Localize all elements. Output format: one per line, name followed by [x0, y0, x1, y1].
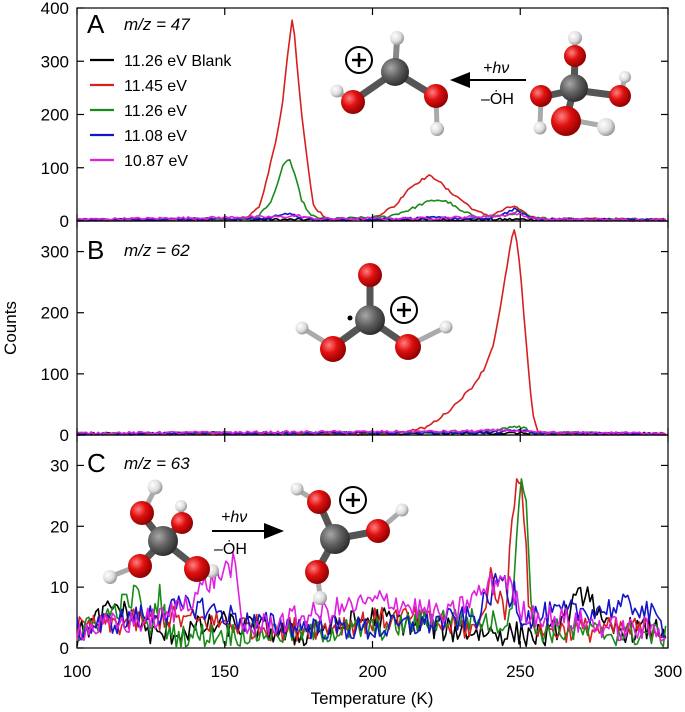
panel-c-y-tick-label: 10 [50, 578, 69, 597]
panel-a-mz-label: m/z = 47 [124, 15, 190, 34]
panel-b-series-4 [76, 428, 666, 436]
cation-symbol-b [390, 296, 418, 324]
radical-dot-b [347, 315, 353, 321]
panel-a-y-tick-label: 100 [41, 159, 69, 178]
x-axis-title: Temperature (K) [311, 689, 434, 708]
arrow-c-label-top: +hν [221, 509, 247, 526]
panel-c-series-4 [76, 552, 666, 643]
x-tick-label: 300 [654, 662, 682, 681]
y-axis-title: Counts [1, 301, 20, 355]
x-tick-label: 250 [506, 662, 534, 681]
panel-b-y-tick-label: 300 [41, 243, 69, 262]
legend: 11.26 eV Blank 11.45 eV 11.26 eV 11.08 e… [90, 53, 232, 170]
molecule-c-product [290, 482, 409, 605]
cation-symbol-a [345, 46, 373, 74]
panel-c-series-2 [76, 478, 667, 649]
legend-label-2: 11.26 eV [124, 103, 187, 120]
panel-c-series-3 [76, 572, 666, 641]
panel-b-mz-label: m/z = 62 [124, 241, 190, 260]
panel-c-y-tick-label: 0 [60, 639, 69, 658]
panel-a-y-tick-label: 400 [41, 0, 69, 18]
panel-a-series-4 [76, 211, 667, 222]
cation-symbol-c [339, 486, 367, 514]
arrow-a-label-top: +hν [483, 60, 509, 77]
panel-c-y-tick-label: 30 [50, 456, 69, 475]
panel-a-y-tick-label: 200 [41, 106, 69, 125]
x-tick-label: 200 [358, 662, 386, 681]
legend-label-1: 11.45 eV [124, 78, 187, 95]
panel-a-y-tick-label: 300 [41, 52, 69, 71]
molecule-a-product [330, 31, 448, 136]
panel-b-y-tick-label: 200 [41, 304, 69, 323]
panel-b-series-3 [76, 429, 666, 436]
legend-label-3: 11.08 eV [124, 128, 187, 145]
x-tick-label: 100 [63, 662, 91, 681]
panel-c: 0 10 20 30 C m/z = 63 [50, 434, 669, 658]
panel-c-mz-label: m/z = 63 [124, 454, 190, 473]
legend-label-4: 10.87 eV [124, 153, 188, 170]
molecule-a-reactant [530, 31, 631, 136]
panel-b-y-tick-label: 0 [60, 426, 69, 445]
molecule-c-reactant [103, 479, 219, 584]
panel-c-letter: C [87, 448, 106, 478]
panel-b-y-tick-label: 100 [41, 365, 69, 384]
panel-a: 0 100 200 300 400 A m/z = 47 [41, 0, 669, 231]
arrow-a-label-bottom: –ȮH [481, 88, 514, 108]
panel-a-y-tick-label: 0 [60, 212, 69, 231]
x-axis-ticks: 100 150 200 250 300 [63, 662, 682, 681]
panel-a-letter: A [87, 9, 105, 39]
panel-b-letter: B [87, 235, 104, 265]
legend-label-0: 11.26 eV Blank [124, 53, 232, 70]
molecule-b [295, 263, 453, 362]
x-tick-label: 150 [211, 662, 239, 681]
arrow-c-label-bottom: –ȮH [214, 538, 247, 558]
panel-c-y-tick-label: 20 [50, 517, 69, 536]
